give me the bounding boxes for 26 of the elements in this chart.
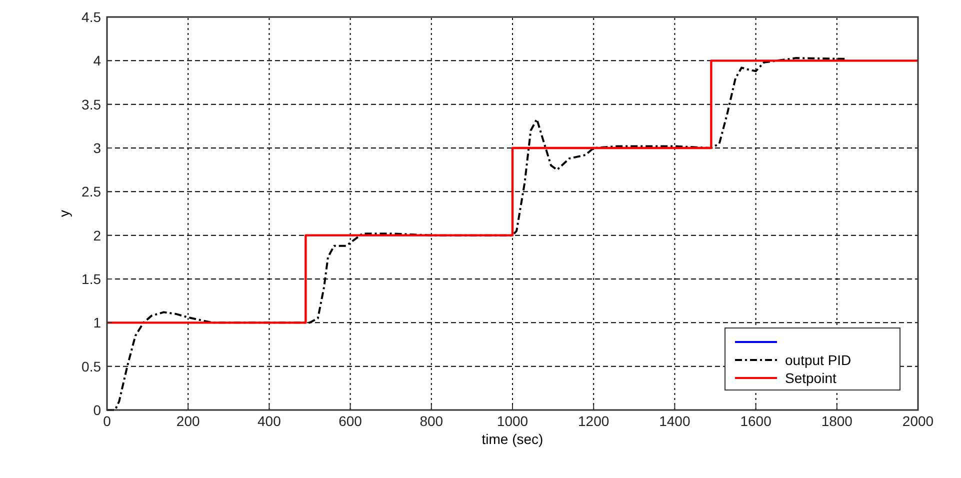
x-axis-title: time (sec): [482, 431, 544, 447]
x-tick-label: 400: [258, 413, 282, 429]
x-tick-label: 1800: [821, 413, 853, 429]
x-tick-label: 0: [103, 413, 112, 429]
x-tick-label: 1000: [496, 413, 528, 429]
x-tick-label: 800: [420, 413, 444, 429]
y-tick-label: 0: [93, 402, 102, 418]
line-series: [106, 60, 920, 324]
x-tick-label: 2000: [902, 413, 934, 429]
y-axis-title: y: [56, 210, 72, 217]
legend-label: Setpoint: [785, 370, 836, 386]
x-tick-label: 1200: [578, 413, 610, 429]
y-tick-label: 4.5: [82, 9, 102, 25]
y-tick-label: 0.5: [82, 358, 102, 374]
y-tick-label: 2.5: [82, 184, 102, 200]
x-tick-label: 1600: [740, 413, 772, 429]
x-tick-label: 1400: [659, 413, 690, 429]
y-tick-label: 4: [93, 52, 102, 69]
x-tick-label: 600: [338, 413, 362, 429]
legend-label: output PID: [785, 352, 852, 368]
y-tick-label: 2: [93, 227, 102, 244]
y-tick-label: 3.5: [82, 96, 102, 112]
y-tick-label: 1.5: [82, 271, 102, 287]
y-tick-label: 1: [93, 314, 102, 331]
y-tick-label: 3: [93, 140, 102, 156]
x-tick-label: 200: [176, 413, 200, 429]
